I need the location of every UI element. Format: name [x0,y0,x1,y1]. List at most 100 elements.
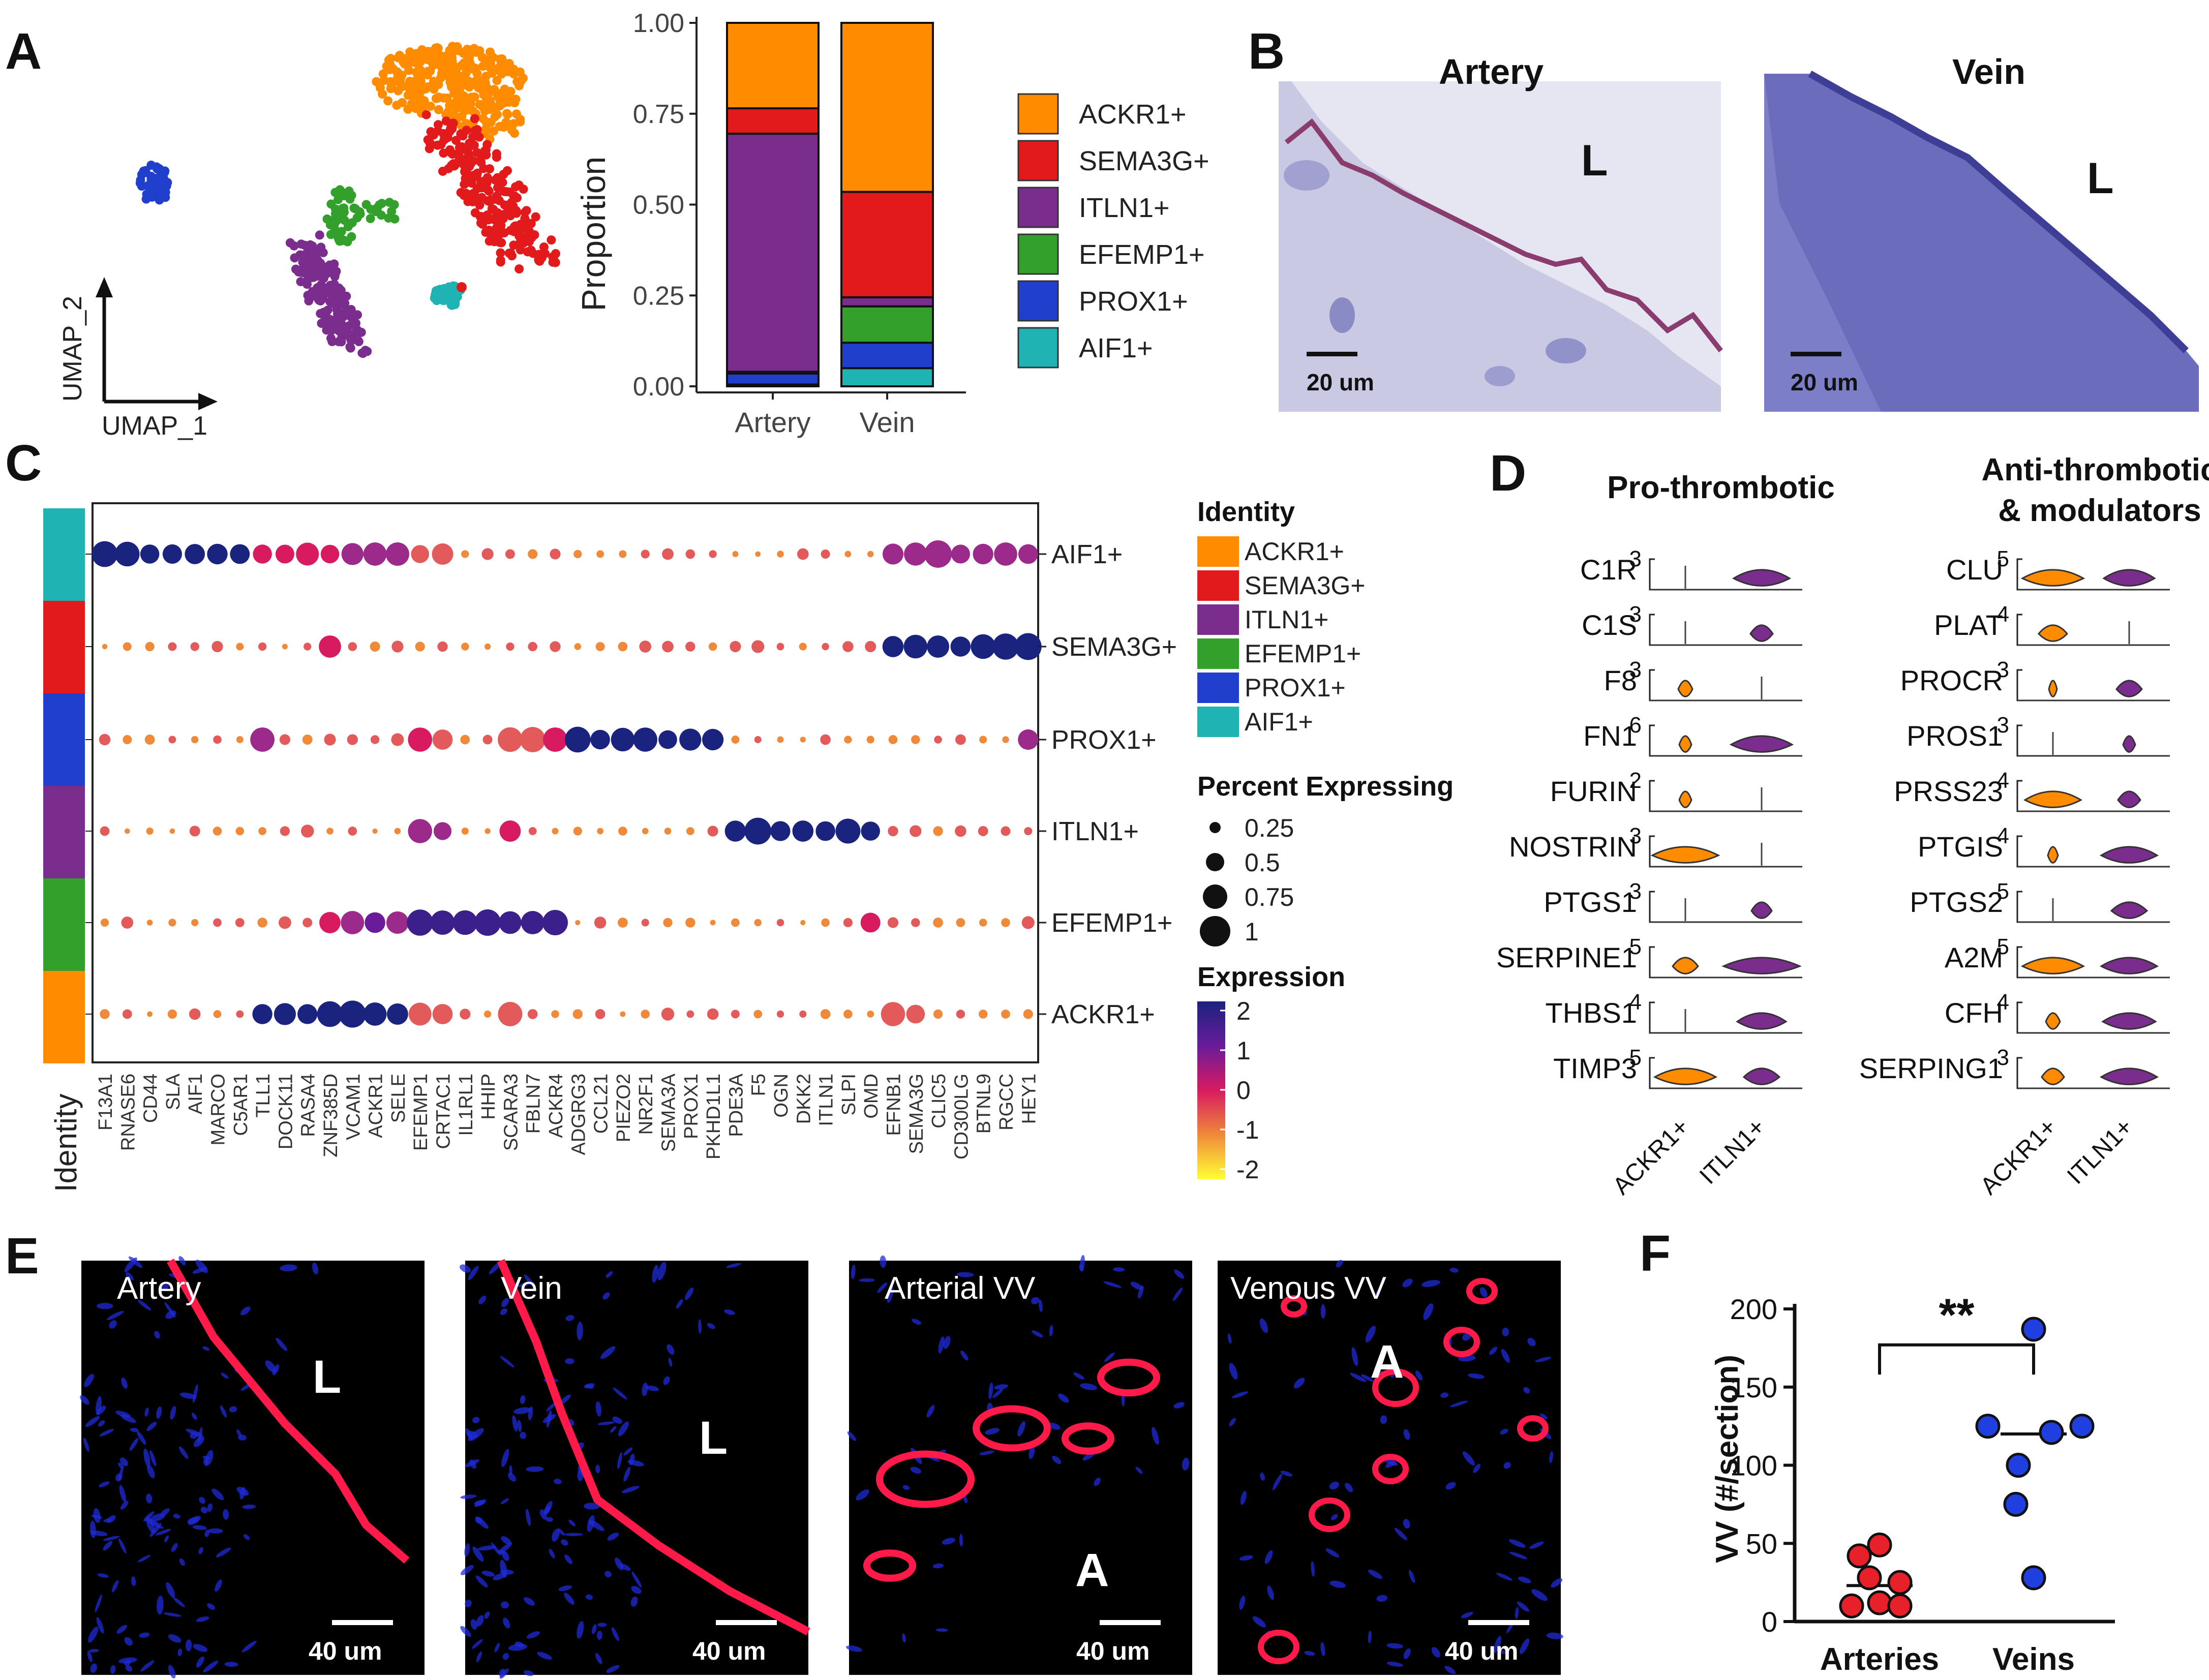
dot-fbln7 [527,1009,538,1019]
nucleus [193,1436,204,1447]
bar-y-tick-label: 0.50 [633,191,684,220]
nucleus [877,1282,888,1293]
umap-point-sema3g [445,145,455,155]
umap-point-ackr1 [415,70,425,80]
nucleus [1113,1267,1125,1272]
dot-ackr1 [372,828,378,834]
nucleus [196,1616,209,1622]
umap-point-ackr1 [493,110,502,119]
expression-legend-title: Expression [1197,962,1345,992]
expression-tick-label: 1 [1236,1036,1251,1065]
dot-crtac1 [437,641,448,652]
bar-segment-prox1 [840,342,934,370]
dot-plot [92,540,1042,1028]
dot-marco [213,827,222,836]
nucleus [1231,1391,1248,1398]
gene-label: OGN [771,1074,792,1118]
nucleus [524,1274,536,1289]
nucleus [1520,1638,1530,1655]
nucleus [143,1448,150,1468]
dot-fbln7 [528,827,537,835]
violin-max-label: 4 [1997,602,2009,627]
nucleus [80,1395,89,1405]
umap-point-itln1 [300,250,310,259]
nucleus [517,1420,522,1432]
percent-legend-dot [1200,916,1230,946]
nucleus [501,1449,509,1468]
nucleus [83,1438,89,1452]
nucleus [502,1653,509,1660]
umap-point-ackr1 [489,126,499,136]
nucleus [663,1376,670,1385]
artery-histology-image: 20 um [1279,81,1723,412]
nucleus [1368,1631,1372,1644]
nucleus [1028,1445,1035,1459]
scale-bar [1100,1620,1161,1625]
identity-strip-prox1 [43,693,85,786]
nucleus [460,1626,471,1637]
nucleus [676,1299,683,1309]
umap-point-efemp1 [339,207,349,217]
identity-legend-title: Identity [1197,497,1295,527]
umap-point-ackr1 [478,114,488,124]
vv-point-arteries [1847,1543,1872,1569]
dot-clic5 [933,826,943,836]
umap-point-itln1 [306,292,316,301]
nucleus [276,1337,287,1351]
dot-sema3a [664,828,672,835]
violin-ackr1 [1653,1067,1718,1085]
dot-efnb1 [888,735,898,744]
dot-pkhd1l1 [707,826,718,837]
panel-d: D Pro-thrombotic Anti-thrombotic & modul… [1490,445,2209,1200]
umap-point-ackr1 [497,121,506,131]
legend-swatch-aif1 [1017,327,1059,369]
violin-itln1 [1721,957,1802,974]
nucleus [1376,1595,1388,1602]
umap-point-itln1 [325,260,335,270]
dot-rnase6 [124,828,130,834]
nucleus [610,1426,617,1433]
dot-rnase6 [122,1009,132,1019]
nucleus [115,1473,123,1482]
violin-axis [2016,835,2022,868]
dot-efemp1 [408,1002,432,1026]
umap-point-itln1 [356,327,366,337]
nucleus [1052,1455,1062,1464]
nucleus [107,1515,116,1523]
violin-axis [2016,724,2022,757]
nucleus [623,1467,630,1482]
nucleus [595,1653,602,1664]
nucleus [524,1670,534,1676]
nucleus [1048,1422,1061,1430]
nucleus [1259,1318,1268,1333]
percent-legend-label: 0.5 [1245,848,1280,877]
vasa-vasorum-signal [1097,1358,1160,1397]
dot-piezo2 [617,918,628,928]
nucleus [859,1278,875,1282]
identity-legend-swatch [1197,673,1239,703]
nucleus [524,1597,535,1606]
dot-rasa4 [297,1004,318,1024]
nucleus [1031,1297,1040,1304]
nucleus [125,1665,133,1672]
violin-axis [2016,780,2022,812]
dot-ackr1 [363,1002,387,1026]
violin-gene-label: SERPINE1 [1496,941,1637,973]
dot-prox1 [685,642,695,652]
vv-point-arteries [1839,1593,1864,1618]
violin-ackr1 [2047,846,2059,864]
nucleus [887,1285,894,1303]
nucleus [97,1573,109,1578]
nucleus [597,1421,615,1425]
percent-legend-label: 0.75 [1245,883,1294,911]
nucleus [469,1459,476,1469]
nucleus [1440,1392,1449,1398]
umap-point-itln1 [344,321,354,331]
nucleus [1311,1561,1315,1577]
violin-max-label: 3 [1997,713,2009,738]
umap-point-sema3g [505,211,515,221]
dot-sla [162,544,182,564]
nucleus [595,1401,601,1417]
dot-efnb1 [882,636,904,657]
gene-label: RNASE6 [117,1074,139,1151]
